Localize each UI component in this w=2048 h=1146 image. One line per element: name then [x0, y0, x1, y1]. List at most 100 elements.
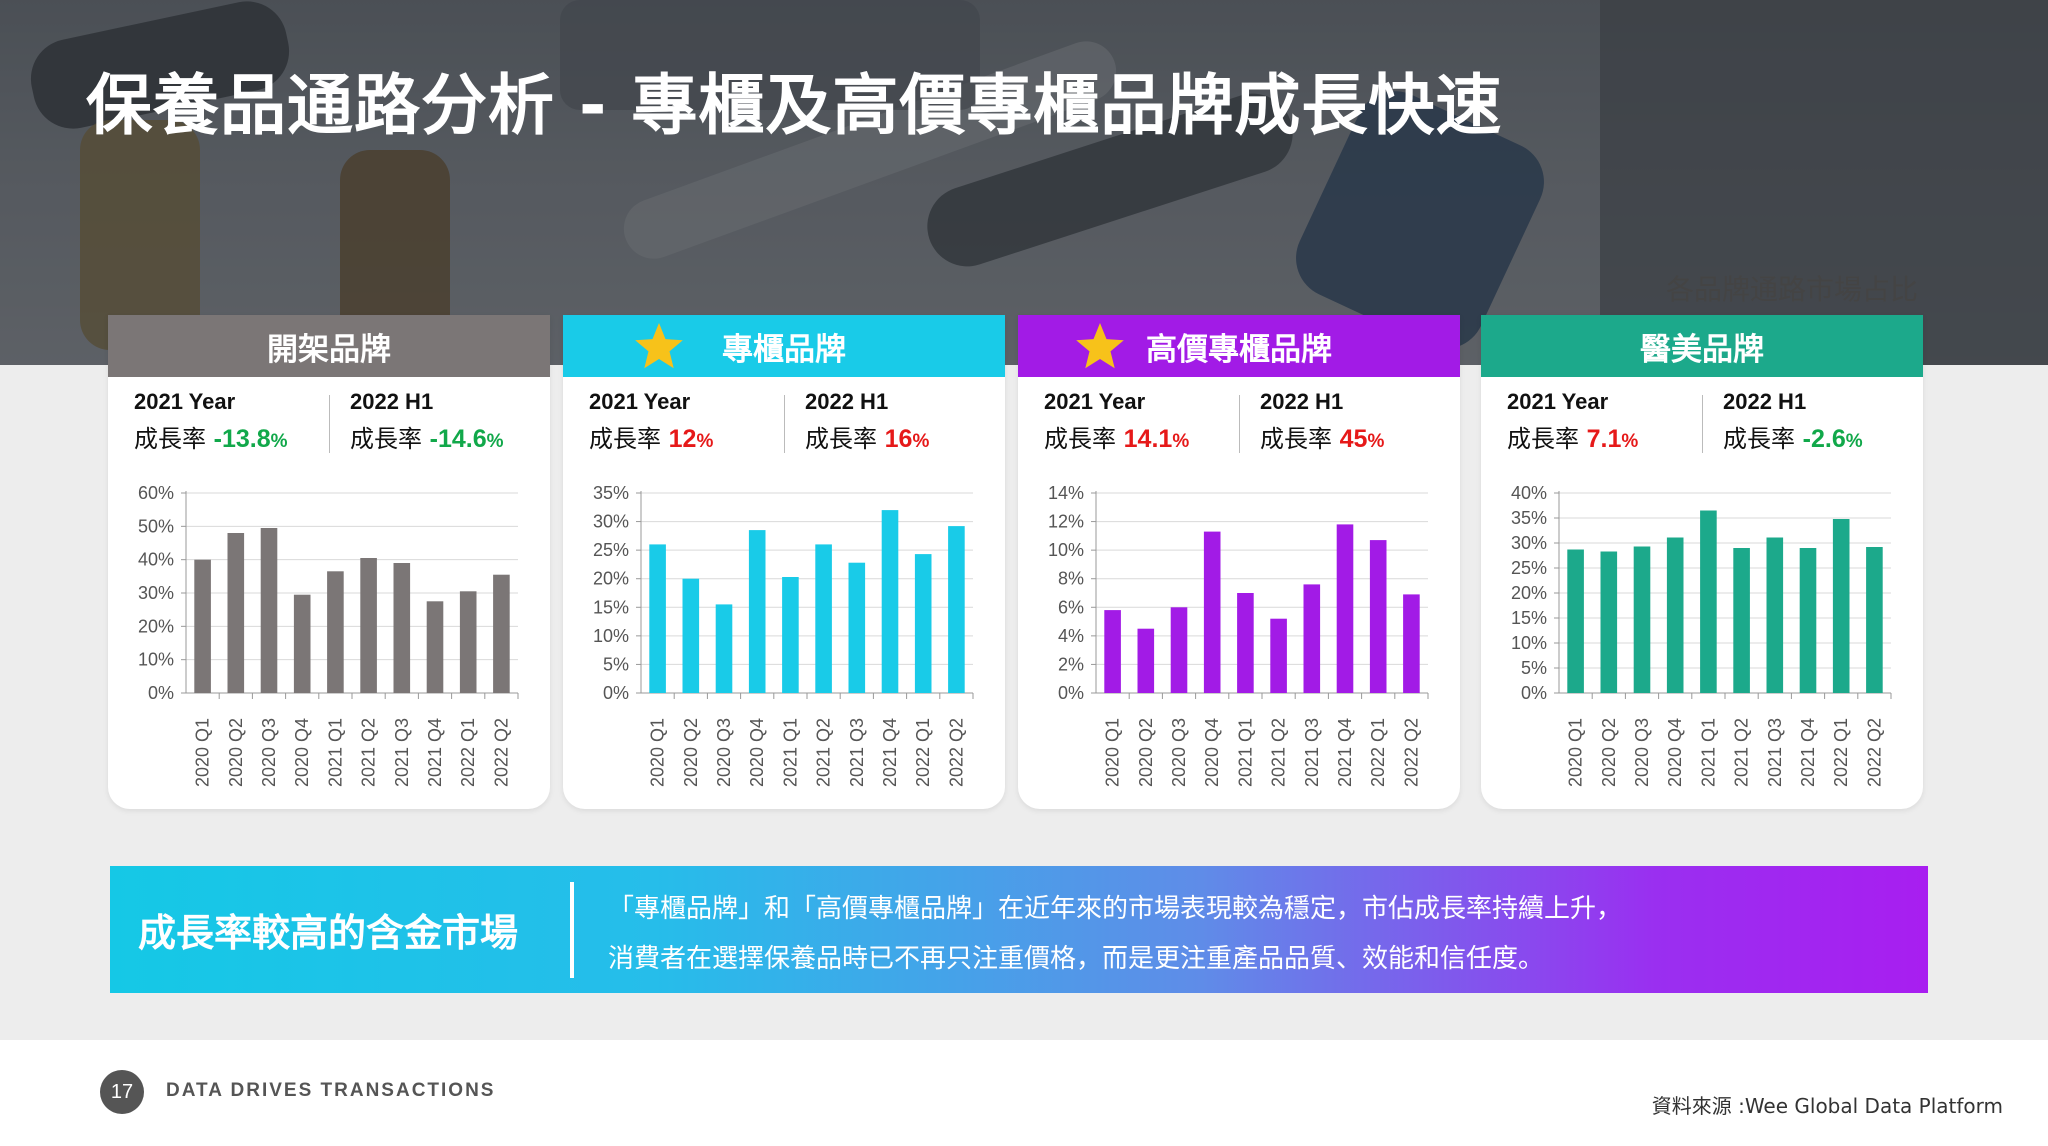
y-tick-label: 5%: [1521, 658, 1547, 678]
channel-card: 高價專櫃品牌 2021 Year 成長率 14.1% 2022 H1 成長率 45% 0%…: [1018, 315, 1460, 809]
growth-stat: 2021 Year 成長率 12%: [589, 389, 713, 454]
rate-unit: %: [696, 431, 714, 452]
y-tick-label: 15%: [593, 597, 629, 617]
x-tick-label: 2022 Q1: [1368, 718, 1388, 787]
growth-stat: 2022 H1 成長率 -14.6%: [350, 389, 504, 454]
stat-rate-line: 成長率 12%: [589, 419, 713, 454]
page-title: 保養品通路分析 - 專櫃及高價專櫃品牌成長快速: [86, 67, 1503, 144]
stat-period: 2022 H1: [1260, 389, 1344, 414]
stats-divider: [329, 395, 330, 453]
rate-value: 7.1%: [1587, 425, 1639, 453]
x-tick-label: 2020 Q3: [714, 718, 734, 787]
bar: [1666, 537, 1684, 693]
y-tick-label: 5%: [603, 654, 629, 674]
y-tick-label: 30%: [1511, 533, 1547, 553]
x-tick-label: 2021 Q2: [1269, 718, 1289, 787]
channel-card: 專櫃品牌 2021 Year 成長率 12% 2022 H1 成長率 16% 0% 5% 10…: [563, 315, 1005, 809]
rate-number: 16: [884, 425, 913, 453]
y-tick-label: 0%: [1521, 683, 1547, 703]
x-tick-label: 2021 Q3: [1302, 718, 1322, 787]
y-tick-label: 25%: [1511, 558, 1547, 578]
x-tick-label: 2022 Q1: [458, 718, 478, 787]
stat-rate-line: 成長率 -2.6%: [1723, 419, 1863, 454]
bar-chart: 0% 10% 20% 30% 40% 50% 60% 2020 Q1 2020 Q2 2020 Q…: [138, 483, 519, 787]
x-tick-label: 2020 Q2: [1599, 718, 1619, 787]
x-tick-label: 2020 Q1: [193, 718, 213, 787]
insight-banner: 成長率較高的含金市場 「專櫃品牌」和「高價專櫃品牌」在近年來的市場表現較為穩定，…: [110, 866, 1928, 993]
x-tick-label: 2021 Q3: [392, 718, 412, 787]
rate-value: 16%: [885, 425, 930, 453]
bar: [1733, 548, 1750, 693]
growth-stat: 2022 H1 成長率 45%: [1260, 389, 1384, 454]
x-tick-label: 2021 Q4: [880, 718, 900, 787]
bar: [848, 562, 866, 693]
y-tick-label: 35%: [1511, 508, 1547, 528]
rate-label: 成長率: [1507, 425, 1579, 453]
y-tick-label: 6%: [1058, 597, 1084, 617]
y-tick-label: 0%: [1058, 683, 1084, 703]
growth-stat: 2021 Year 成長率 7.1%: [1507, 389, 1638, 454]
card-title: 專櫃品牌: [722, 331, 846, 368]
y-tick-label: 20%: [593, 569, 629, 589]
stat-period: 2021 Year: [1044, 389, 1146, 414]
rate-label: 成長率: [589, 425, 661, 453]
rate-unit: %: [1367, 431, 1385, 452]
y-tick-label: 14%: [1048, 483, 1084, 503]
stat-period: 2022 H1: [805, 389, 889, 414]
rate-unit: %: [1621, 431, 1639, 452]
rate-label: 成長率: [1044, 425, 1116, 453]
bar-chart: 0% 2% 4% 6% 8% 10% 12% 14% 2020 Q1 2020 Q2 2020 Q3…: [1048, 483, 1429, 787]
growth-stat: 2022 H1 成長率 16%: [805, 389, 929, 454]
stat-rate-line: 成長率 -13.8%: [134, 419, 288, 454]
x-tick-label: 2020 Q3: [259, 718, 279, 787]
y-tick-label: 20%: [1511, 583, 1547, 603]
x-tick-label: 2021 Q2: [814, 718, 834, 787]
x-tick-label: 2021 Q1: [1698, 718, 1718, 787]
x-tick-label: 2021 Q4: [1798, 718, 1818, 787]
rate-unit: %: [486, 431, 504, 452]
x-tick-label: 2020 Q1: [1566, 718, 1586, 787]
y-tick-label: 40%: [1511, 483, 1547, 503]
bar: [1633, 546, 1651, 693]
y-tick-label: 10%: [1511, 633, 1547, 653]
channel-card: 醫美品牌 2021 Year 成長率 7.1% 2022 H1 成長率 -2.6% 0% 5…: [1481, 315, 1923, 809]
stat-period: 2022 H1: [350, 389, 434, 414]
x-tick-label: 2021 Q4: [425, 718, 445, 787]
x-tick-label: 2022 Q2: [491, 718, 511, 787]
x-tick-label: 2021 Q1: [325, 718, 345, 787]
y-tick-label: 10%: [138, 650, 174, 670]
x-tick-label: 2022 Q2: [946, 718, 966, 787]
card-header: 專櫃品牌: [563, 315, 1005, 377]
page-number: 17: [100, 1070, 144, 1114]
bar-chart: 0% 5% 10% 15% 20% 25% 30% 35% 40% 2020 Q1 2020 Q2 2…: [1511, 483, 1892, 787]
growth-stats: 2021 Year 成長率 -13.8% 2022 H1 成長率 -14.6%: [108, 377, 550, 467]
y-tick-label: 2%: [1058, 654, 1084, 674]
bar: [194, 559, 211, 693]
x-tick-label: 2021 Q2: [1732, 718, 1752, 787]
y-tick-label: 60%: [138, 483, 174, 503]
stat-rate-line: 成長率 16%: [805, 419, 929, 454]
y-tick-label: 0%: [603, 683, 629, 703]
y-tick-label: 40%: [138, 550, 174, 570]
bar: [815, 544, 832, 693]
stat-period: 2021 Year: [134, 389, 236, 414]
y-tick-label: 50%: [138, 516, 174, 536]
x-tick-label: 2021 Q1: [780, 718, 800, 787]
share-caption: 各品牌通路市場占比: [1665, 273, 1918, 306]
x-tick-label: 2022 Q1: [1831, 718, 1851, 787]
rate-number: 7.1: [1586, 425, 1622, 453]
rate-number: -13.8: [213, 425, 271, 453]
x-tick-label: 2020 Q4: [292, 718, 312, 787]
bar: [293, 594, 311, 693]
x-tick-label: 2021 Q2: [359, 718, 379, 787]
stat-rate-line: 成長率 14.1%: [1044, 419, 1189, 454]
rate-number: 12: [668, 425, 697, 453]
bar: [682, 578, 700, 693]
rate-unit: %: [912, 431, 930, 452]
y-tick-label: 15%: [1511, 608, 1547, 628]
channel-card: 開架品牌 2021 Year 成長率 -13.8% 2022 H1 成長率 -14.6%…: [108, 315, 550, 809]
x-tick-label: 2020 Q4: [747, 718, 767, 787]
growth-stats: 2021 Year 成長率 7.1% 2022 H1 成長率 -2.6%: [1481, 377, 1923, 467]
bar: [1832, 519, 1850, 693]
rate-label: 成長率: [805, 425, 877, 453]
